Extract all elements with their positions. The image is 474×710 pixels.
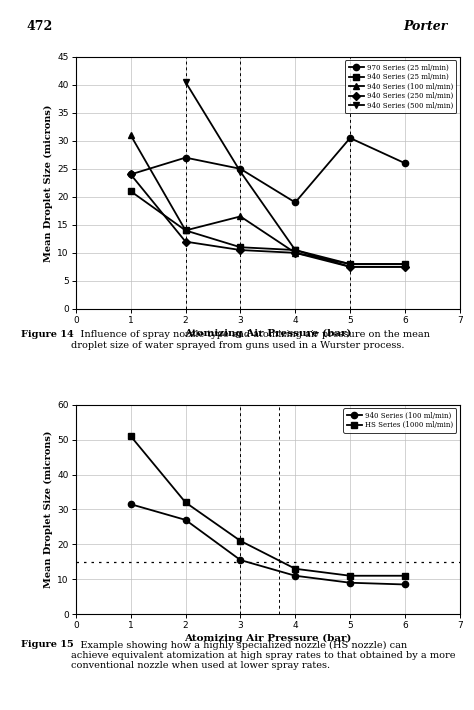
HS Series (1000 ml/min) (128, 432, 134, 440)
940 Series (100 ml/min) (237, 556, 243, 564)
940 Series (250 ml/min) (292, 248, 298, 257)
Line: 940 Series (100 ml/min): 940 Series (100 ml/min) (128, 132, 408, 267)
940 Series (25 ml/min) (182, 226, 188, 235)
940 Series (100 ml/min) (292, 572, 298, 580)
Line: 940 Series (25 ml/min): 940 Series (25 ml/min) (128, 188, 408, 267)
Text: Influence of spray nozzle type and atomizing air pressure on the mean
droplet si: Influence of spray nozzle type and atomi… (71, 330, 430, 349)
Text: Figure 15: Figure 15 (21, 640, 74, 650)
Line: 970 Series (25 ml/min): 970 Series (25 ml/min) (128, 135, 408, 206)
940 Series (25 ml/min) (347, 260, 353, 268)
970 Series (25 ml/min) (347, 133, 353, 142)
HS Series (1000 ml/min) (402, 572, 408, 580)
970 Series (25 ml/min) (237, 165, 243, 173)
940 Series (500 ml/min) (182, 78, 188, 87)
X-axis label: Atomizing Air Pressure (bar): Atomizing Air Pressure (bar) (184, 329, 352, 338)
HS Series (1000 ml/min) (182, 498, 188, 507)
940 Series (100 ml/min) (402, 580, 408, 589)
940 Series (500 ml/min) (347, 263, 353, 271)
940 Series (250 ml/min) (182, 237, 188, 246)
970 Series (25 ml/min) (292, 198, 298, 207)
Line: 940 Series (100 ml/min): 940 Series (100 ml/min) (128, 501, 408, 588)
Text: Figure 14: Figure 14 (21, 330, 74, 339)
970 Series (25 ml/min) (128, 170, 134, 179)
970 Series (25 ml/min) (182, 153, 188, 162)
Text: Porter: Porter (403, 20, 448, 33)
Y-axis label: Mean Droplet Size (microns): Mean Droplet Size (microns) (44, 104, 53, 261)
940 Series (500 ml/min) (292, 246, 298, 254)
940 Series (100 ml/min) (347, 260, 353, 268)
Legend: 970 Series (25 ml/min), 940 Series (25 ml/min), 940 Series (100 ml/min), 940 Ser: 970 Series (25 ml/min), 940 Series (25 m… (345, 60, 456, 114)
HS Series (1000 ml/min) (292, 564, 298, 573)
940 Series (100 ml/min) (237, 212, 243, 221)
HS Series (1000 ml/min) (347, 572, 353, 580)
940 Series (25 ml/min) (292, 246, 298, 254)
Text: 472: 472 (26, 20, 52, 33)
970 Series (25 ml/min) (402, 159, 408, 168)
940 Series (100 ml/min) (128, 500, 134, 508)
940 Series (100 ml/min) (402, 260, 408, 268)
Line: 940 Series (250 ml/min): 940 Series (250 ml/min) (128, 171, 408, 270)
X-axis label: Atomizing Air Pressure (bar): Atomizing Air Pressure (bar) (184, 634, 352, 643)
940 Series (250 ml/min) (402, 263, 408, 271)
940 Series (500 ml/min) (402, 263, 408, 271)
940 Series (100 ml/min) (182, 515, 188, 524)
Legend: 940 Series (100 ml/min), HS Series (1000 ml/min): 940 Series (100 ml/min), HS Series (1000… (343, 408, 456, 432)
940 Series (25 ml/min) (402, 260, 408, 268)
940 Series (250 ml/min) (237, 246, 243, 254)
Text: Example showing how a highly specialized nozzle (HS nozzle) can
achieve equivale: Example showing how a highly specialized… (71, 640, 456, 670)
940 Series (250 ml/min) (128, 170, 134, 179)
940 Series (100 ml/min) (182, 226, 188, 235)
940 Series (100 ml/min) (347, 579, 353, 587)
940 Series (100 ml/min) (292, 248, 298, 257)
940 Series (25 ml/min) (237, 243, 243, 251)
Line: 940 Series (500 ml/min): 940 Series (500 ml/min) (182, 79, 408, 270)
Line: HS Series (1000 ml/min): HS Series (1000 ml/min) (128, 433, 408, 579)
HS Series (1000 ml/min) (237, 537, 243, 545)
940 Series (500 ml/min) (237, 168, 243, 176)
Y-axis label: Mean Droplet Size (microns): Mean Droplet Size (microns) (44, 431, 53, 588)
940 Series (100 ml/min) (128, 131, 134, 139)
940 Series (250 ml/min) (347, 263, 353, 271)
940 Series (25 ml/min) (128, 187, 134, 195)
